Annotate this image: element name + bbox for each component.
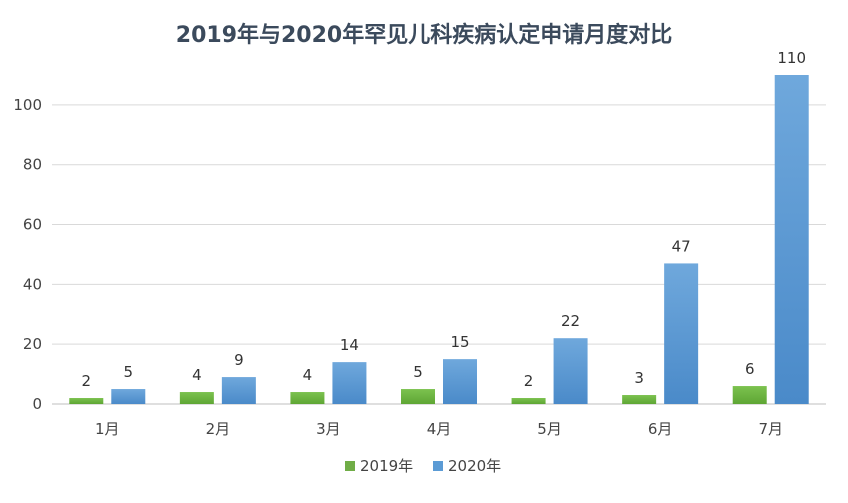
data-label: 9 <box>234 351 244 369</box>
data-label: 4 <box>303 366 313 384</box>
bar-2020-5 <box>553 338 588 404</box>
bar-2019-6 <box>622 395 657 404</box>
data-label: 5 <box>413 363 423 381</box>
y-tick-label: 100 <box>13 96 42 114</box>
bar-2020-7 <box>774 75 809 404</box>
y-tick-label: 20 <box>23 335 42 353</box>
data-label: 15 <box>450 333 469 351</box>
legend-label: 2020年 <box>448 457 501 475</box>
data-label: 2 <box>524 372 534 390</box>
legend-label: 2019年 <box>360 457 413 475</box>
data-label: 6 <box>745 360 755 378</box>
data-label: 4 <box>192 366 202 384</box>
bar-2019-7 <box>732 386 767 404</box>
bar-2020-2 <box>221 377 256 404</box>
bar-2019-3 <box>290 392 325 404</box>
bar-2019-5 <box>511 398 546 404</box>
bars <box>69 75 809 404</box>
y-tick-label: 80 <box>23 156 42 174</box>
bar-2020-3 <box>332 362 367 404</box>
data-label: 5 <box>124 363 134 381</box>
x-tick-label: 4月 <box>427 420 452 438</box>
y-axis-ticks: 0 20 40 60 80 100 <box>13 96 42 413</box>
legend-swatch-2019 <box>345 461 355 471</box>
data-label: 2 <box>82 372 92 390</box>
data-label: 110 <box>777 49 806 67</box>
legend-swatch-2020 <box>433 461 443 471</box>
data-label: 3 <box>634 369 644 387</box>
chart-title: 2019年与2020年罕见儿科疾病认定申请月度对比 <box>176 22 672 48</box>
x-tick-label: 6月 <box>648 420 673 438</box>
legend: 2019年 2020年 <box>345 457 501 475</box>
x-tick-label: 2月 <box>206 420 231 438</box>
bar-2019-4 <box>401 389 435 404</box>
data-label: 47 <box>672 237 691 255</box>
y-tick-label: 40 <box>23 275 42 293</box>
data-label: 14 <box>340 336 359 354</box>
x-tick-label: 3月 <box>316 420 341 438</box>
y-tick-label: 60 <box>23 216 42 234</box>
x-axis-ticks: 1月 2月 3月 4月 5月 6月 7月 <box>95 420 783 438</box>
bar-2020-4 <box>443 359 477 404</box>
data-label: 22 <box>561 312 580 330</box>
x-tick-label: 5月 <box>537 420 562 438</box>
y-tick-label: 0 <box>32 395 42 413</box>
bar-2019-1 <box>69 398 104 404</box>
bar-2020-1 <box>111 389 146 404</box>
grid-layer <box>52 104 826 405</box>
bar-2019-2 <box>179 392 214 404</box>
x-tick-label: 7月 <box>758 420 783 438</box>
bar-2020-6 <box>664 263 699 404</box>
x-tick-label: 1月 <box>95 420 120 438</box>
